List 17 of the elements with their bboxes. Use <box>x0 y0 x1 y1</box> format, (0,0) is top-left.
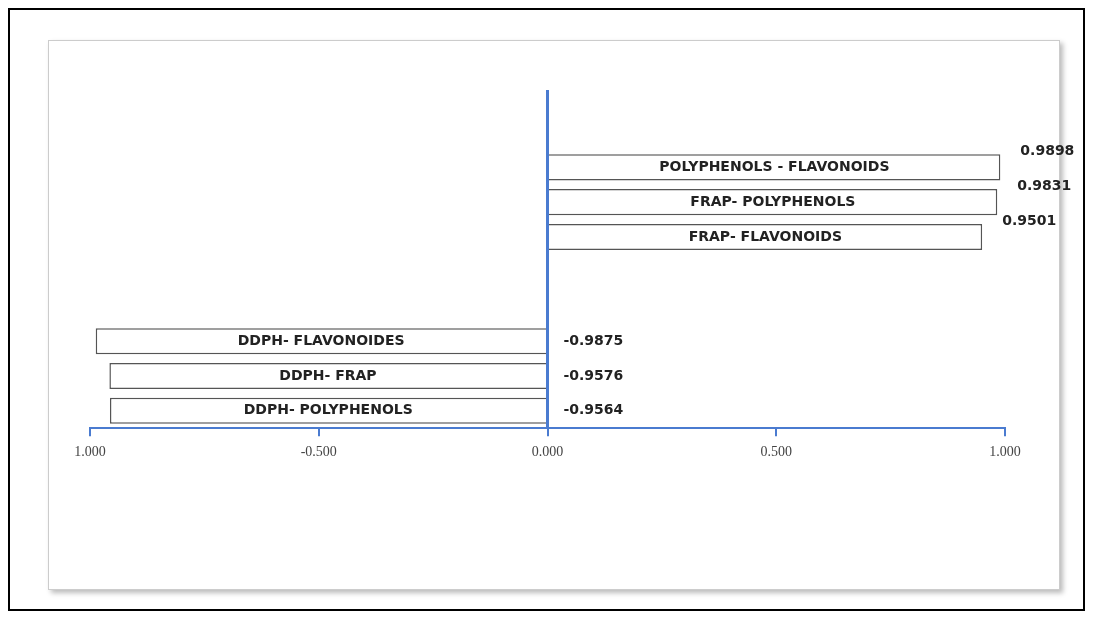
data-label: 0.9898 <box>1020 142 1075 159</box>
x-tick-label: 0.000 <box>531 444 564 460</box>
y-tick-label: DDPH- FLAVONOIDES <box>237 331 405 348</box>
y-tick-label: FRAP- POLYPHENOLS <box>690 192 856 209</box>
data-label: -0.9576 <box>563 366 624 383</box>
y-tick-label: DDPH- FRAP <box>279 366 377 383</box>
data-label: 0.9831 <box>1017 176 1072 193</box>
y-tick-label: POLYPHENOLS - FLAVONOIDS <box>659 158 890 175</box>
x-tick-label: 0.500 <box>760 444 792 460</box>
data-label: -0.9564 <box>563 401 624 418</box>
y-tick-label: FRAP- FLAVONOIDS <box>688 227 842 244</box>
data-label: 0.9501 <box>1002 211 1057 228</box>
x-tick-label: 1.000 <box>74 444 106 460</box>
x-tick-label: -0.500 <box>300 444 337 460</box>
x-tick-label: 1.000 <box>989 444 1021 460</box>
y-tick-label: DDPH- POLYPHENOLS <box>243 401 413 418</box>
data-label: -0.9875 <box>563 331 624 348</box>
